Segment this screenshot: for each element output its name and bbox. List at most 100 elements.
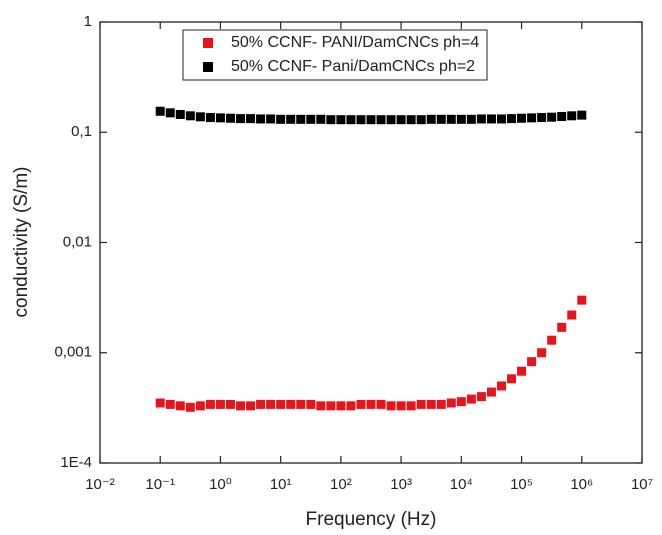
data-point: [185, 402, 195, 412]
plot-frame: [99, 21, 643, 464]
data-point: [236, 401, 246, 411]
data-point: [567, 310, 577, 320]
data-point: [446, 398, 456, 408]
data-point: [175, 109, 185, 119]
data-point: [286, 399, 296, 409]
data-point: [436, 399, 446, 409]
x-tick-label: 10⁵: [510, 476, 533, 493]
y-tick-label: 0,01: [63, 233, 92, 250]
data-point: [316, 114, 326, 124]
data-point: [276, 114, 286, 124]
data-point: [356, 115, 366, 125]
data-point: [486, 114, 496, 124]
data-point: [496, 114, 506, 124]
data-point: [266, 114, 276, 124]
data-point: [446, 114, 456, 124]
data-point: [466, 114, 476, 124]
data-point: [527, 113, 537, 123]
data-point: [225, 113, 235, 123]
data-point: [256, 114, 266, 124]
data-point: [507, 374, 517, 384]
x-tick-label: 10⁻²: [85, 476, 115, 493]
x-tick-label: 10¹: [270, 476, 292, 493]
data-point: [225, 399, 235, 409]
data-point: [276, 399, 286, 409]
data-point: [466, 394, 476, 404]
data-point: [486, 387, 496, 397]
data-point: [366, 399, 376, 409]
x-tick-label: 10⁴: [450, 476, 473, 493]
data-point: [205, 399, 215, 409]
data-point: [165, 108, 175, 118]
data-point: [155, 106, 165, 116]
x-tick-label: 10²: [330, 476, 352, 493]
data-point: [296, 114, 306, 124]
x-axis-title: Frequency (Hz): [306, 509, 437, 530]
data-point: [296, 399, 306, 409]
data-point: [396, 115, 406, 125]
data-point: [155, 398, 165, 408]
data-point: [496, 381, 506, 391]
x-tick-label: 10⁰: [209, 476, 232, 493]
data-point: [476, 392, 486, 402]
data-point: [577, 295, 587, 305]
data-point: [567, 111, 577, 121]
data-point: [195, 112, 205, 122]
data-point: [507, 114, 517, 124]
y-tick-label: 0,001: [54, 344, 92, 361]
x-tick-label: 10⁻¹: [145, 476, 175, 493]
data-point: [416, 399, 426, 409]
y-tick-label: 1: [84, 13, 92, 30]
data-point: [527, 357, 537, 367]
y-axis-title: conductivity (S/m): [11, 167, 32, 318]
data-point: [436, 114, 446, 124]
data-point: [537, 348, 547, 358]
data-point: [386, 115, 396, 125]
legend-marker: [203, 38, 213, 48]
data-point: [306, 399, 316, 409]
data-point: [286, 114, 296, 124]
data-point: [266, 399, 276, 409]
data-point: [376, 399, 386, 409]
data-point: [356, 399, 366, 409]
data-point: [316, 401, 326, 411]
data-point: [306, 114, 316, 124]
data-point: [246, 114, 256, 124]
data-point: [386, 401, 396, 411]
data-point: [246, 401, 256, 411]
x-tick-label: 10³: [390, 476, 412, 493]
data-point: [547, 335, 557, 345]
y-tick-label: 1E-4: [60, 454, 92, 471]
data-point: [215, 399, 225, 409]
data-point: [537, 113, 547, 123]
data-point: [517, 113, 527, 123]
data-point: [256, 399, 266, 409]
data-point: [426, 114, 436, 124]
x-tick-label: 10⁷: [631, 476, 653, 493]
data-point: [185, 111, 195, 121]
data-point: [406, 401, 416, 411]
data-point: [517, 366, 527, 376]
data-point: [366, 115, 376, 125]
data-point: [336, 115, 346, 125]
data-point: [396, 401, 406, 411]
data-point: [456, 397, 466, 407]
y-tick-label: 0,1: [71, 123, 92, 140]
data-point: [346, 401, 356, 411]
data-point: [326, 401, 336, 411]
data-point: [426, 399, 436, 409]
data-point: [205, 113, 215, 123]
data-point: [326, 115, 336, 125]
x-tick-label: 10⁶: [570, 476, 593, 493]
data-point: [236, 114, 246, 124]
data-point: [165, 399, 175, 409]
data-point: [195, 401, 205, 411]
legend-box: [182, 29, 488, 81]
data-point: [547, 112, 557, 122]
data-point: [557, 111, 567, 121]
data-point: [175, 401, 185, 411]
legend-label: 50% CCNF- PANI/DamCNCs ph=4: [231, 34, 479, 51]
data-point: [336, 401, 346, 411]
legend-marker: [203, 62, 213, 72]
